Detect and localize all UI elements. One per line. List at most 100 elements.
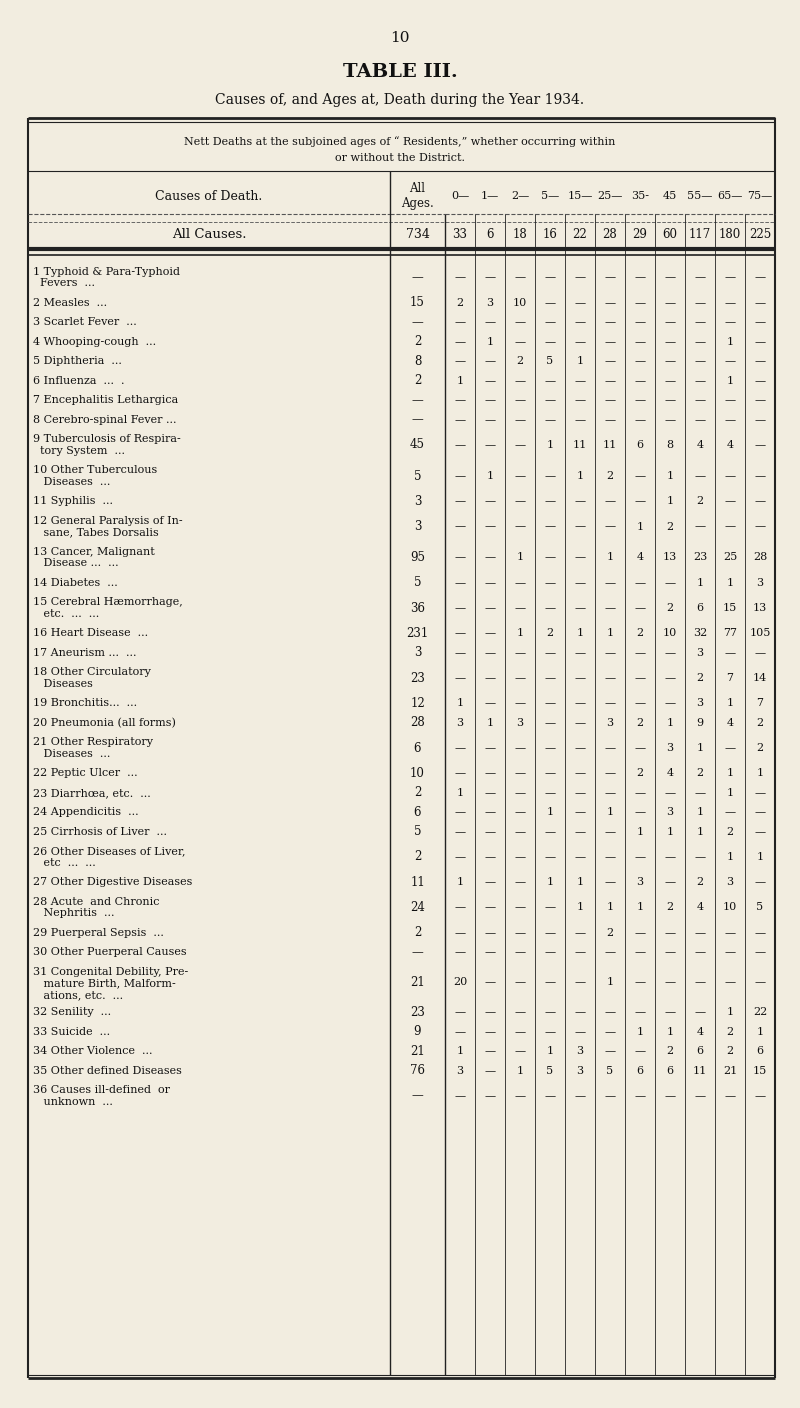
Text: 30 Other Puerperal Causes: 30 Other Puerperal Causes (33, 948, 186, 957)
Text: —: — (545, 977, 555, 987)
Text: 1: 1 (546, 439, 554, 451)
Text: 75—: 75— (747, 191, 773, 201)
Text: —: — (574, 273, 586, 283)
Text: —: — (545, 1007, 555, 1017)
Text: 3: 3 (666, 743, 674, 753)
Text: —: — (545, 787, 555, 798)
Text: 1: 1 (486, 337, 494, 346)
Text: 0—: 0— (451, 191, 469, 201)
Text: 13 Cancer, Malignant: 13 Cancer, Malignant (33, 546, 154, 556)
Text: —: — (634, 273, 646, 283)
Text: Nephritis  ...: Nephritis ... (33, 908, 114, 918)
Text: 33 Suicide  ...: 33 Suicide ... (33, 1026, 110, 1036)
Text: —: — (545, 552, 555, 563)
Text: —: — (694, 928, 706, 938)
Text: —: — (665, 317, 675, 327)
Text: Diseases  ...: Diseases ... (33, 749, 110, 759)
Text: 12: 12 (410, 697, 425, 710)
Text: 11: 11 (573, 439, 587, 451)
Text: —: — (665, 1007, 675, 1017)
Text: All
Ages.: All Ages. (401, 182, 434, 210)
Text: —: — (545, 273, 555, 283)
Text: 1: 1 (606, 628, 614, 638)
Text: 1: 1 (457, 787, 463, 798)
Text: 55—: 55— (687, 191, 713, 201)
Text: 2: 2 (606, 472, 614, 482)
Text: 3: 3 (637, 877, 643, 887)
Text: 19 Bronchitis...  ...: 19 Bronchitis... ... (33, 698, 137, 708)
Text: —: — (725, 297, 735, 308)
Text: —: — (545, 577, 555, 587)
Text: 12 General Paralysis of In-: 12 General Paralysis of In- (33, 515, 182, 525)
Text: 10: 10 (390, 31, 410, 45)
Text: 10: 10 (663, 628, 677, 638)
Text: —: — (754, 439, 766, 451)
Text: —: — (485, 852, 495, 862)
Text: —: — (545, 337, 555, 346)
Text: —: — (514, 948, 526, 957)
Text: —: — (754, 297, 766, 308)
Text: 1 Typhoid & Para-Typhoid: 1 Typhoid & Para-Typhoid (33, 266, 180, 277)
Text: —: — (665, 297, 675, 308)
Text: —: — (634, 673, 646, 683)
Text: 22: 22 (753, 1007, 767, 1017)
Text: 1: 1 (457, 698, 463, 708)
Text: —: — (485, 376, 495, 386)
Text: 15: 15 (723, 603, 737, 612)
Text: —: — (605, 496, 615, 507)
Text: Diseases: Diseases (33, 679, 93, 689)
Text: 2: 2 (666, 521, 674, 531)
Text: 1: 1 (457, 1046, 463, 1056)
Text: —: — (514, 673, 526, 683)
Text: —: — (514, 396, 526, 406)
Text: —: — (605, 673, 615, 683)
Text: 1: 1 (726, 376, 734, 386)
Text: 3: 3 (697, 698, 703, 708)
Text: 2: 2 (757, 743, 763, 753)
Text: —: — (412, 394, 423, 407)
Text: 1: 1 (666, 496, 674, 507)
Text: —: — (514, 415, 526, 425)
Text: —: — (725, 928, 735, 938)
Text: 3: 3 (414, 494, 422, 508)
Text: —: — (485, 1026, 495, 1036)
Text: —: — (545, 297, 555, 308)
Text: 1: 1 (637, 903, 643, 912)
Text: —: — (725, 807, 735, 817)
Text: 18: 18 (513, 228, 527, 242)
Text: 2: 2 (697, 877, 703, 887)
Text: —: — (754, 826, 766, 836)
Text: 1: 1 (546, 877, 554, 887)
Text: 23 Diarrhœa, etc.  ...: 23 Diarrhœa, etc. ... (33, 787, 150, 798)
Text: —: — (514, 826, 526, 836)
Text: 3: 3 (757, 577, 763, 587)
Text: 45: 45 (663, 191, 677, 201)
Text: —: — (485, 439, 495, 451)
Text: —: — (574, 743, 586, 753)
Text: —: — (754, 317, 766, 327)
Text: Diseases  ...: Diseases ... (33, 477, 110, 487)
Text: 1: 1 (577, 472, 583, 482)
Text: —: — (605, 1046, 615, 1056)
Text: —: — (634, 1091, 646, 1101)
Text: 5: 5 (757, 903, 763, 912)
Text: 25 Cirrhosis of Liver  ...: 25 Cirrhosis of Liver ... (33, 826, 167, 836)
Text: 1: 1 (606, 552, 614, 563)
Text: —: — (694, 948, 706, 957)
Text: —: — (545, 603, 555, 612)
Text: —: — (485, 698, 495, 708)
Text: —: — (454, 439, 466, 451)
Text: —: — (754, 472, 766, 482)
Text: —: — (754, 807, 766, 817)
Text: —: — (485, 521, 495, 531)
Text: —: — (485, 628, 495, 638)
Text: —: — (694, 356, 706, 366)
Text: —: — (454, 1007, 466, 1017)
Text: —: — (634, 577, 646, 587)
Text: 21 Other Respiratory: 21 Other Respiratory (33, 738, 153, 748)
Text: 5: 5 (414, 576, 422, 590)
Text: 1: 1 (577, 877, 583, 887)
Text: 5: 5 (414, 825, 422, 838)
Text: 3: 3 (486, 297, 494, 308)
Text: 20 Pneumonia (all forms): 20 Pneumonia (all forms) (33, 718, 176, 728)
